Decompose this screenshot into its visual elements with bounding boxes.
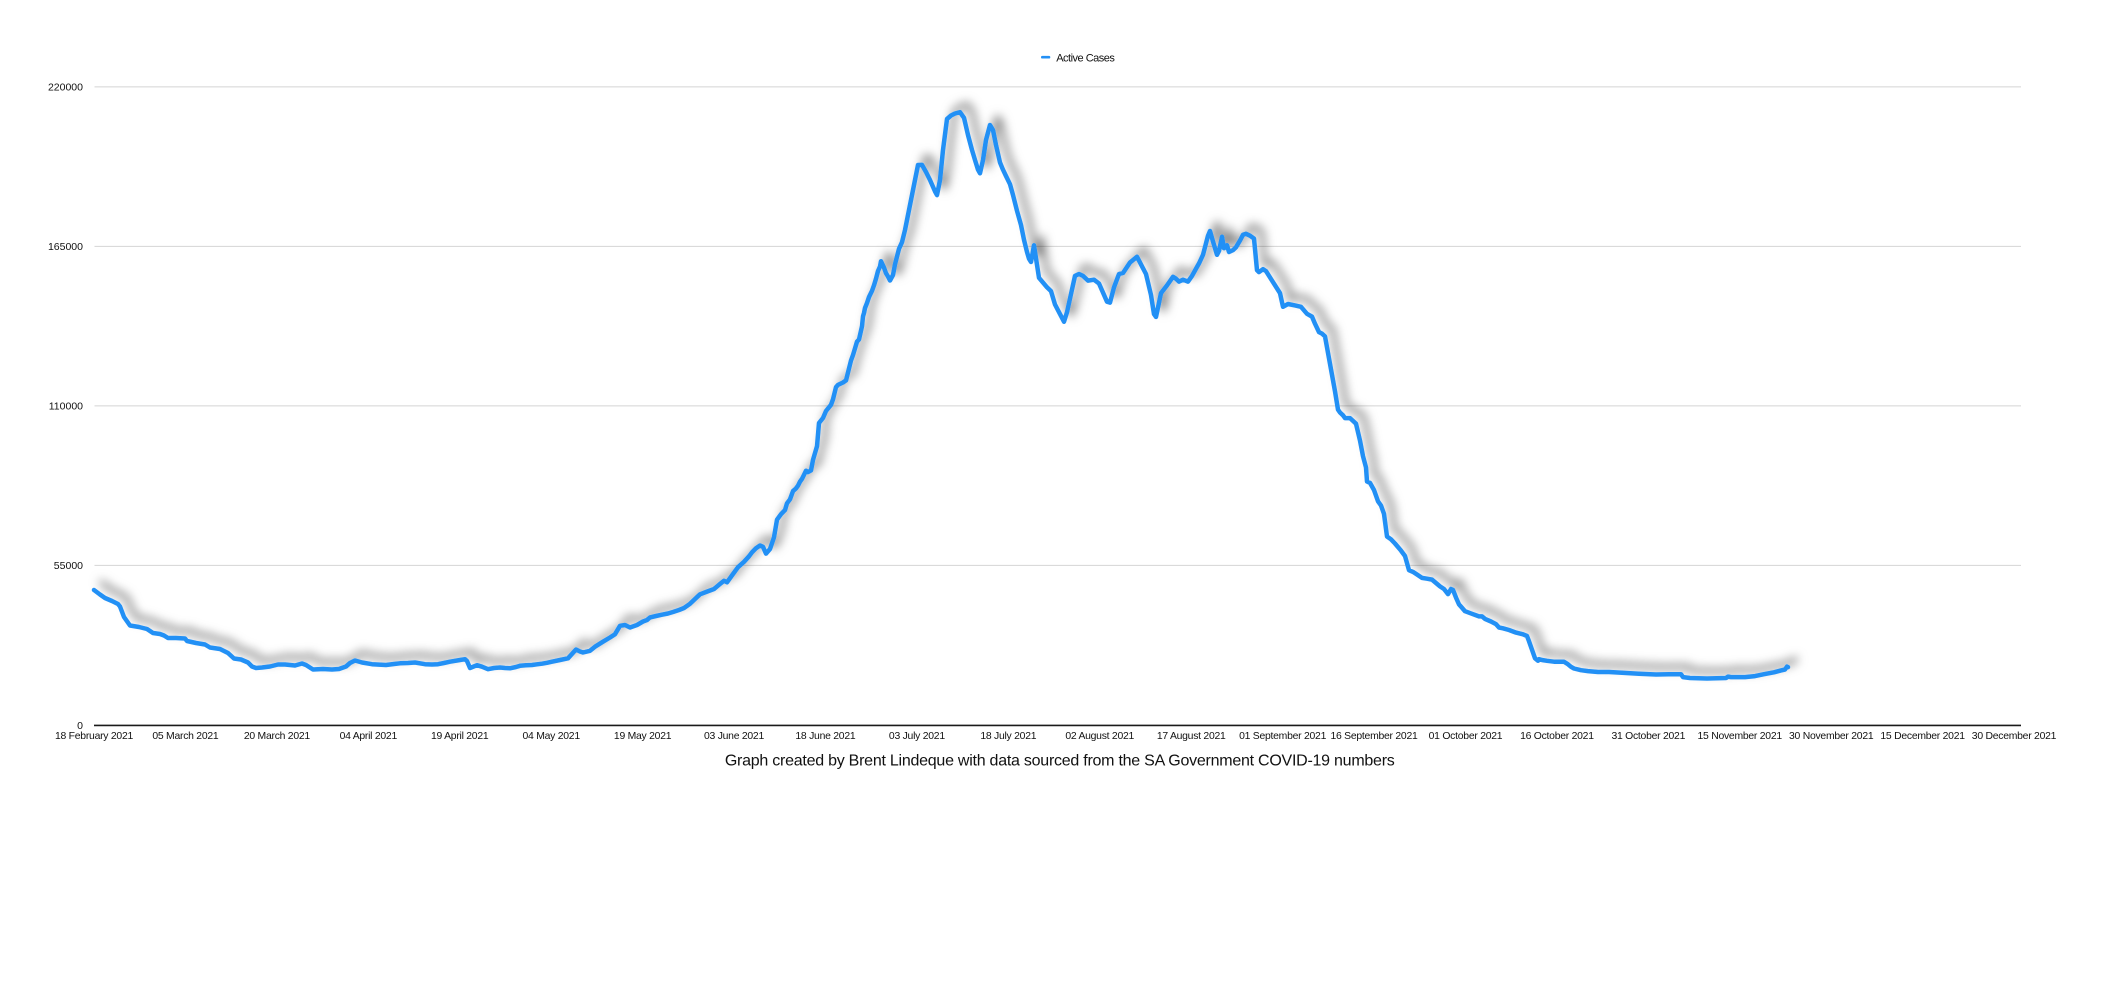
svg-text:18 June 2021: 18 June 2021 bbox=[795, 731, 855, 742]
svg-text:03 July 2021: 03 July 2021 bbox=[889, 731, 945, 742]
svg-text:19 May 2021: 19 May 2021 bbox=[614, 731, 672, 742]
svg-text:0: 0 bbox=[77, 720, 83, 732]
svg-text:220000: 220000 bbox=[48, 82, 83, 94]
svg-text:01 September 2021: 01 September 2021 bbox=[1239, 731, 1326, 742]
svg-text:04 April 2021: 04 April 2021 bbox=[340, 731, 398, 742]
svg-text:31 October 2021: 31 October 2021 bbox=[1611, 731, 1685, 742]
svg-text:16 October 2021: 16 October 2021 bbox=[1520, 731, 1594, 742]
svg-text:165000: 165000 bbox=[48, 241, 83, 253]
svg-text:55000: 55000 bbox=[54, 560, 83, 572]
svg-text:03 June 2021: 03 June 2021 bbox=[704, 731, 764, 742]
svg-text:16 September 2021: 16 September 2021 bbox=[1330, 731, 1417, 742]
svg-text:15 December 2021: 15 December 2021 bbox=[1880, 731, 1965, 742]
svg-text:04 May 2021: 04 May 2021 bbox=[523, 731, 581, 742]
svg-text:05 March 2021: 05 March 2021 bbox=[152, 731, 219, 742]
svg-text:20 March 2021: 20 March 2021 bbox=[244, 731, 311, 742]
svg-text:110000: 110000 bbox=[49, 401, 83, 413]
svg-text:17 August 2021: 17 August 2021 bbox=[1157, 731, 1226, 742]
svg-text:30 November 2021: 30 November 2021 bbox=[1789, 731, 1874, 742]
svg-text:01 October 2021: 01 October 2021 bbox=[1429, 731, 1503, 742]
svg-text:30 December 2021: 30 December 2021 bbox=[1972, 731, 2057, 742]
svg-text:Graph created by Brent Lindequ: Graph created by Brent Lindeque with dat… bbox=[725, 752, 1395, 769]
svg-text:15 November 2021: 15 November 2021 bbox=[1698, 731, 1783, 742]
svg-text:18 February 2021: 18 February 2021 bbox=[55, 731, 133, 742]
svg-text:Active Cases: Active Cases bbox=[1056, 53, 1115, 65]
svg-text:18 July 2021: 18 July 2021 bbox=[980, 731, 1036, 742]
svg-text:02 August 2021: 02 August 2021 bbox=[1065, 731, 1134, 742]
svg-text:19 April 2021: 19 April 2021 bbox=[431, 731, 489, 742]
